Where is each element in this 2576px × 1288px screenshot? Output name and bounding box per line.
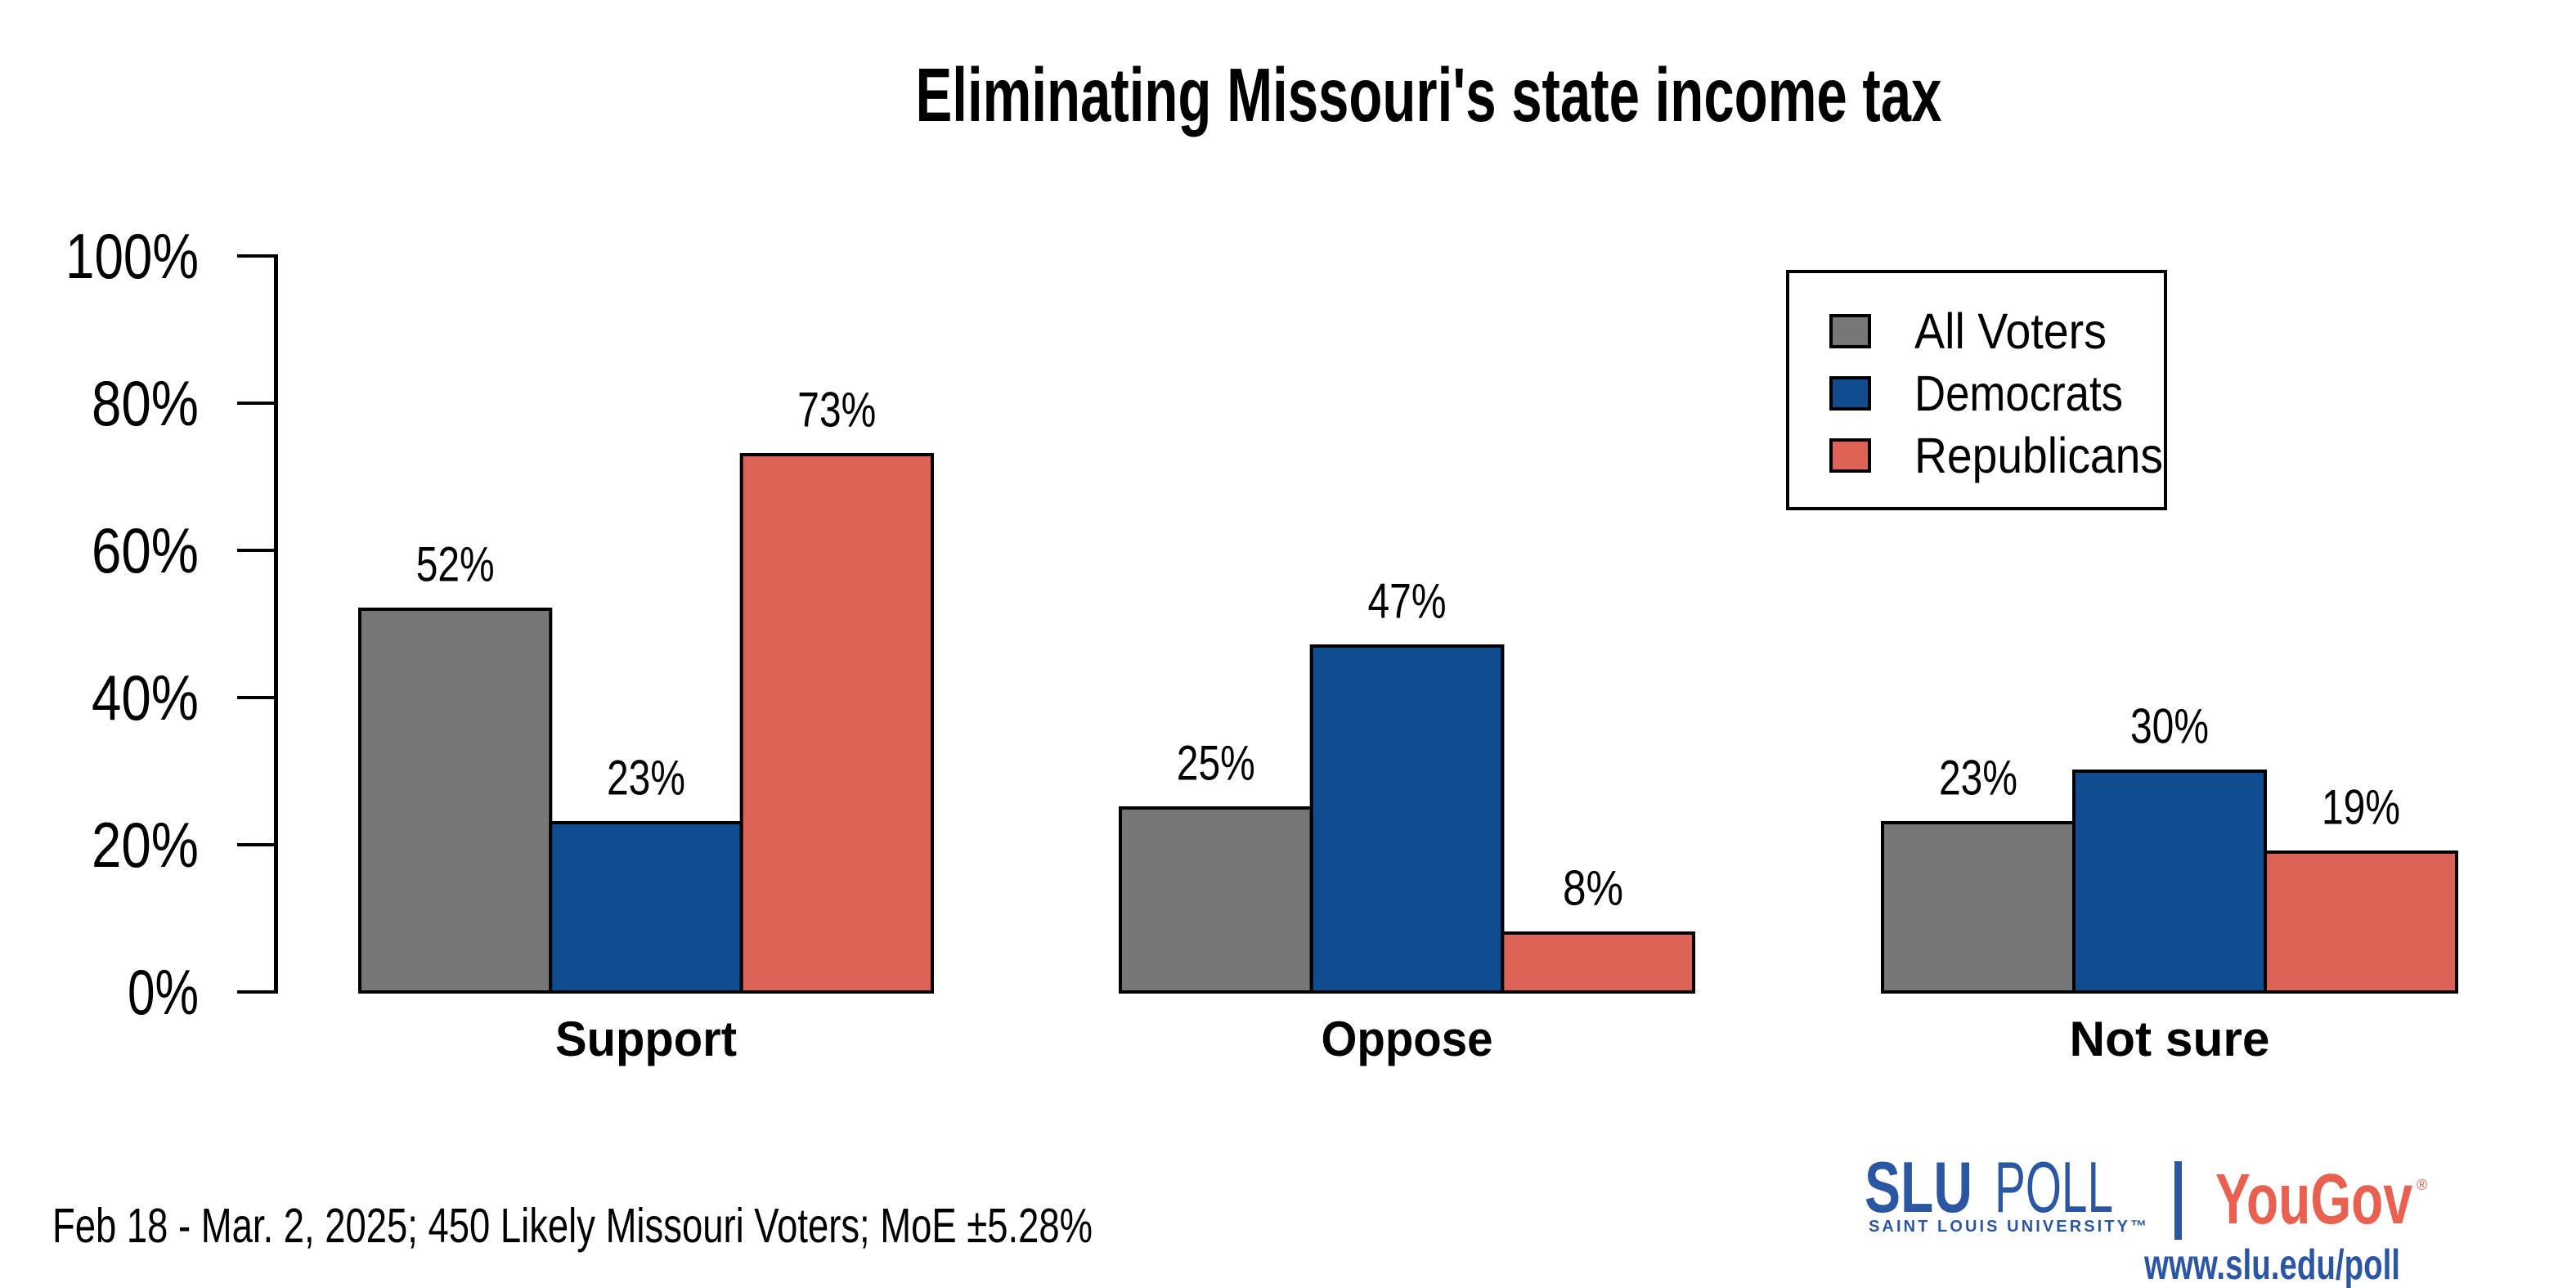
svg-text:23%: 23% <box>607 751 685 806</box>
svg-text:POLL: POLL <box>1995 1147 2113 1227</box>
svg-text:SLU: SLU <box>1865 1147 1972 1227</box>
svg-text:Oppose: Oppose <box>1322 1012 1493 1066</box>
svg-text:Support: Support <box>555 1012 737 1066</box>
svg-text:Not sure: Not sure <box>2070 1012 2270 1066</box>
svg-text:Eliminating Missouri's state i: Eliminating Missouri's state income tax <box>916 52 1942 137</box>
svg-text:47%: 47% <box>1368 574 1447 629</box>
svg-text:All Voters: All Voters <box>1914 303 2107 359</box>
svg-text:40%: 40% <box>92 662 199 734</box>
svg-text:60%: 60% <box>92 514 199 586</box>
svg-text:20%: 20% <box>92 809 199 881</box>
svg-text:8%: 8% <box>1563 861 1623 916</box>
svg-text:SAINT LOUIS UNIVERSITY™: SAINT LOUIS UNIVERSITY™ <box>1869 1218 2147 1236</box>
svg-text:52%: 52% <box>416 537 495 592</box>
svg-text:YouGov: YouGov <box>2215 1160 2412 1239</box>
svg-text:0%: 0% <box>128 956 199 1028</box>
svg-text:25%: 25% <box>1177 736 1255 791</box>
svg-text:Feb 18 - Mar. 2, 2025; 450 Lik: Feb 18 - Mar. 2, 2025; 450 Likely Missou… <box>52 1199 1093 1253</box>
svg-text:www.slu.edu/poll: www.slu.edu/poll <box>2143 1241 2400 1288</box>
svg-text:73%: 73% <box>797 383 876 438</box>
svg-text:100%: 100% <box>65 220 199 292</box>
svg-text:23%: 23% <box>1939 751 2017 806</box>
svg-text:30%: 30% <box>2130 699 2209 754</box>
svg-text:Democrats: Democrats <box>1914 366 2123 421</box>
svg-text:80%: 80% <box>92 367 199 439</box>
svg-text:19%: 19% <box>2322 780 2400 835</box>
svg-text:®: ® <box>2417 1177 2427 1193</box>
svg-text:Republicans: Republicans <box>1914 428 2163 483</box>
